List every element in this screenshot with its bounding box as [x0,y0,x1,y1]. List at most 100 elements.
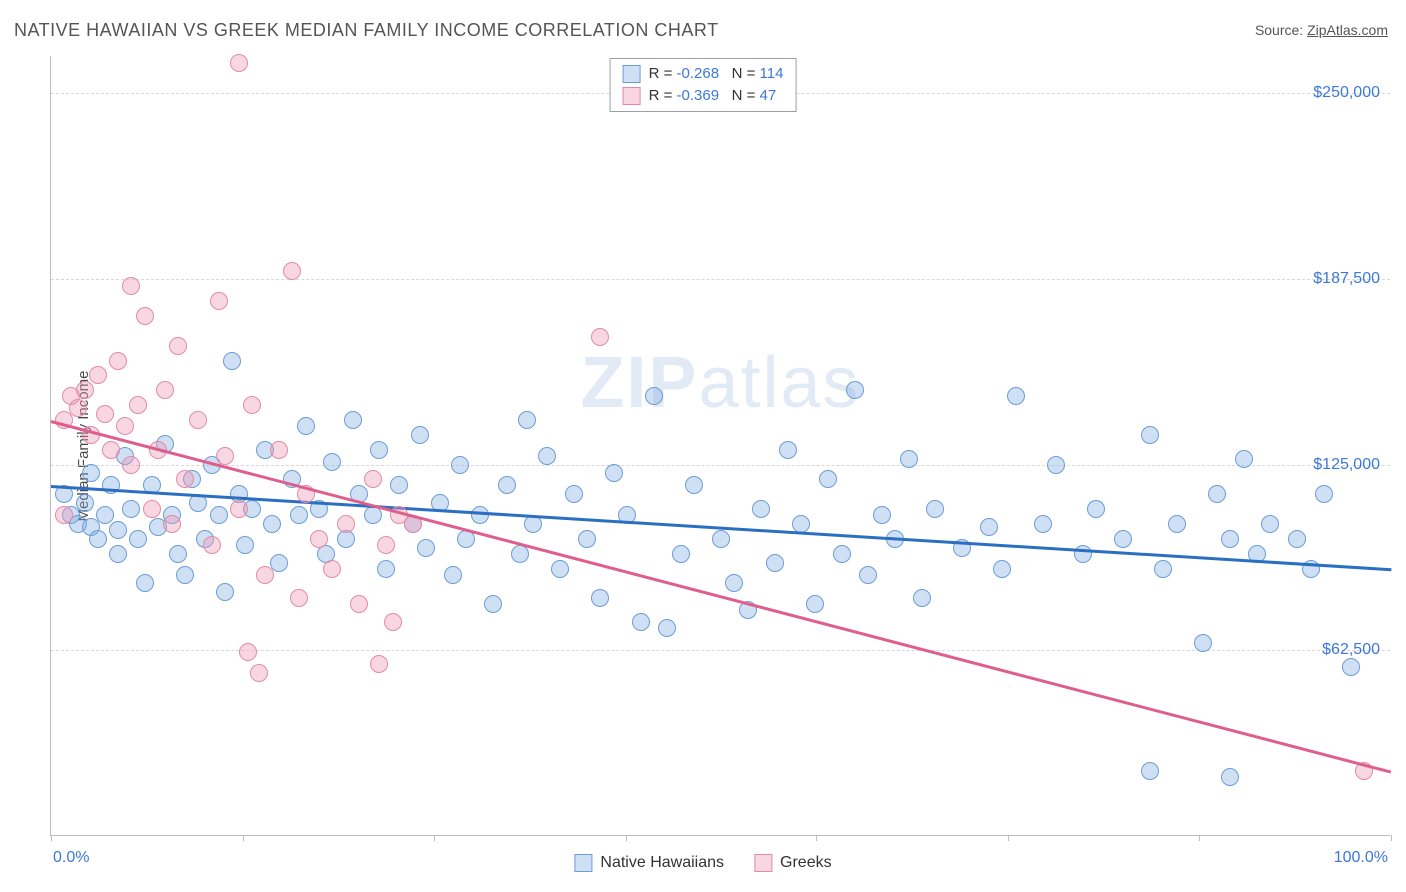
legend-series-item: Native Hawaiians [574,854,724,872]
scatter-point [122,500,140,518]
legend-stat-text: R = -0.369 N = 47 [649,85,777,107]
scatter-point [498,476,516,494]
scatter-point [82,464,100,482]
scatter-point [102,441,120,459]
scatter-point [250,664,268,682]
scatter-point [176,566,194,584]
scatter-point [1154,560,1172,578]
scatter-point [390,476,408,494]
legend-series-item: Greeks [754,854,832,872]
trend-line [51,485,1391,571]
scatter-point [116,417,134,435]
scatter-point [859,566,877,584]
scatter-point [364,470,382,488]
scatter-point [377,536,395,554]
scatter-point [1007,387,1025,405]
gridline [51,279,1390,280]
scatter-point [819,470,837,488]
legend-stat-text: R = -0.268 N = 114 [649,63,784,85]
scatter-point [1114,530,1132,548]
scatter-point [270,441,288,459]
scatter-point [411,426,429,444]
legend-swatch [754,854,772,872]
scatter-point [1315,485,1333,503]
scatter-point [1208,485,1226,503]
legend-stat-row: R = -0.268 N = 114 [623,63,784,85]
scatter-point [725,574,743,592]
scatter-point [538,447,556,465]
scatter-point [417,539,435,557]
scatter-point [283,262,301,280]
scatter-point [806,595,824,613]
scatter-point [1235,450,1253,468]
scatter-point [370,441,388,459]
x-tick [1199,835,1200,841]
scatter-point [163,515,181,533]
scatter-point [236,536,254,554]
scatter-point [1261,515,1279,533]
scatter-point [370,655,388,673]
scatter-point [1034,515,1052,533]
x-tick [1391,835,1392,841]
scatter-point [1221,530,1239,548]
scatter-point [216,447,234,465]
scatter-point [210,506,228,524]
scatter-point [518,411,536,429]
x-tick [1008,835,1009,841]
chart-title: NATIVE HAWAIIAN VS GREEK MEDIAN FAMILY I… [14,20,719,41]
scatter-point [76,494,94,512]
scatter-point [89,530,107,548]
scatter-point [230,500,248,518]
scatter-point [350,595,368,613]
scatter-point [109,352,127,370]
scatter-point [846,381,864,399]
plot-area: ZIPatlas $62,500$125,000$187,500$250,000… [50,56,1390,836]
scatter-point [591,328,609,346]
y-tick-label: $125,000 [1313,456,1380,474]
scatter-point [1288,530,1306,548]
scatter-point [216,583,234,601]
x-tick-label: 100.0% [1334,849,1388,867]
scatter-point [993,560,1011,578]
scatter-point [243,396,261,414]
scatter-point [1074,545,1092,563]
scatter-point [1342,658,1360,676]
x-tick [243,835,244,841]
scatter-point [578,530,596,548]
scatter-point [926,500,944,518]
scatter-point [766,554,784,572]
scatter-point [672,545,690,563]
scatter-point [323,453,341,471]
scatter-point [605,464,623,482]
scatter-point [230,54,248,72]
source-link[interactable]: ZipAtlas.com [1307,22,1388,38]
scatter-point [565,485,583,503]
x-tick [434,835,435,841]
scatter-point [1087,500,1105,518]
scatter-point [69,399,87,417]
scatter-point [109,545,127,563]
y-tick-label: $250,000 [1313,84,1380,102]
scatter-point [551,560,569,578]
scatter-point [129,530,147,548]
scatter-point [712,530,730,548]
legend-stats: R = -0.268 N = 114R = -0.369 N = 47 [610,58,797,112]
legend-series-name: Greeks [780,854,832,872]
scatter-point [658,619,676,637]
scatter-point [344,411,362,429]
scatter-point [384,613,402,631]
x-tick [816,835,817,841]
scatter-point [752,500,770,518]
scatter-point [223,352,241,370]
scatter-point [591,589,609,607]
legend-stat-row: R = -0.369 N = 47 [623,85,784,107]
scatter-point [980,518,998,536]
chart-container: NATIVE HAWAIIAN VS GREEK MEDIAN FAMILY I… [0,0,1406,892]
scatter-point [169,545,187,563]
scatter-point [632,613,650,631]
scatter-point [156,381,174,399]
scatter-point [122,277,140,295]
scatter-point [1194,634,1212,652]
scatter-point [323,560,341,578]
scatter-point [444,566,462,584]
